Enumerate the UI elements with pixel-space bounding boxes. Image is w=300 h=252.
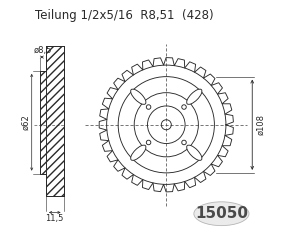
Text: ø8,5: ø8,5 xyxy=(34,46,52,55)
Circle shape xyxy=(182,105,186,109)
Ellipse shape xyxy=(131,89,146,104)
Text: Teilung 1/2x5/16  R8,51  (428): Teilung 1/2x5/16 R8,51 (428) xyxy=(35,10,213,22)
Ellipse shape xyxy=(131,145,146,160)
Circle shape xyxy=(146,105,151,109)
Text: ø62: ø62 xyxy=(22,114,31,130)
Circle shape xyxy=(182,140,186,145)
Bar xyxy=(46,46,64,196)
Ellipse shape xyxy=(194,202,249,226)
Bar xyxy=(40,46,64,196)
Ellipse shape xyxy=(187,89,202,104)
Ellipse shape xyxy=(187,145,202,160)
Text: 15050: 15050 xyxy=(195,206,248,221)
Circle shape xyxy=(146,140,151,145)
Text: ø108: ø108 xyxy=(257,114,266,135)
Bar xyxy=(40,71,46,174)
Text: 11,5: 11,5 xyxy=(46,214,64,224)
